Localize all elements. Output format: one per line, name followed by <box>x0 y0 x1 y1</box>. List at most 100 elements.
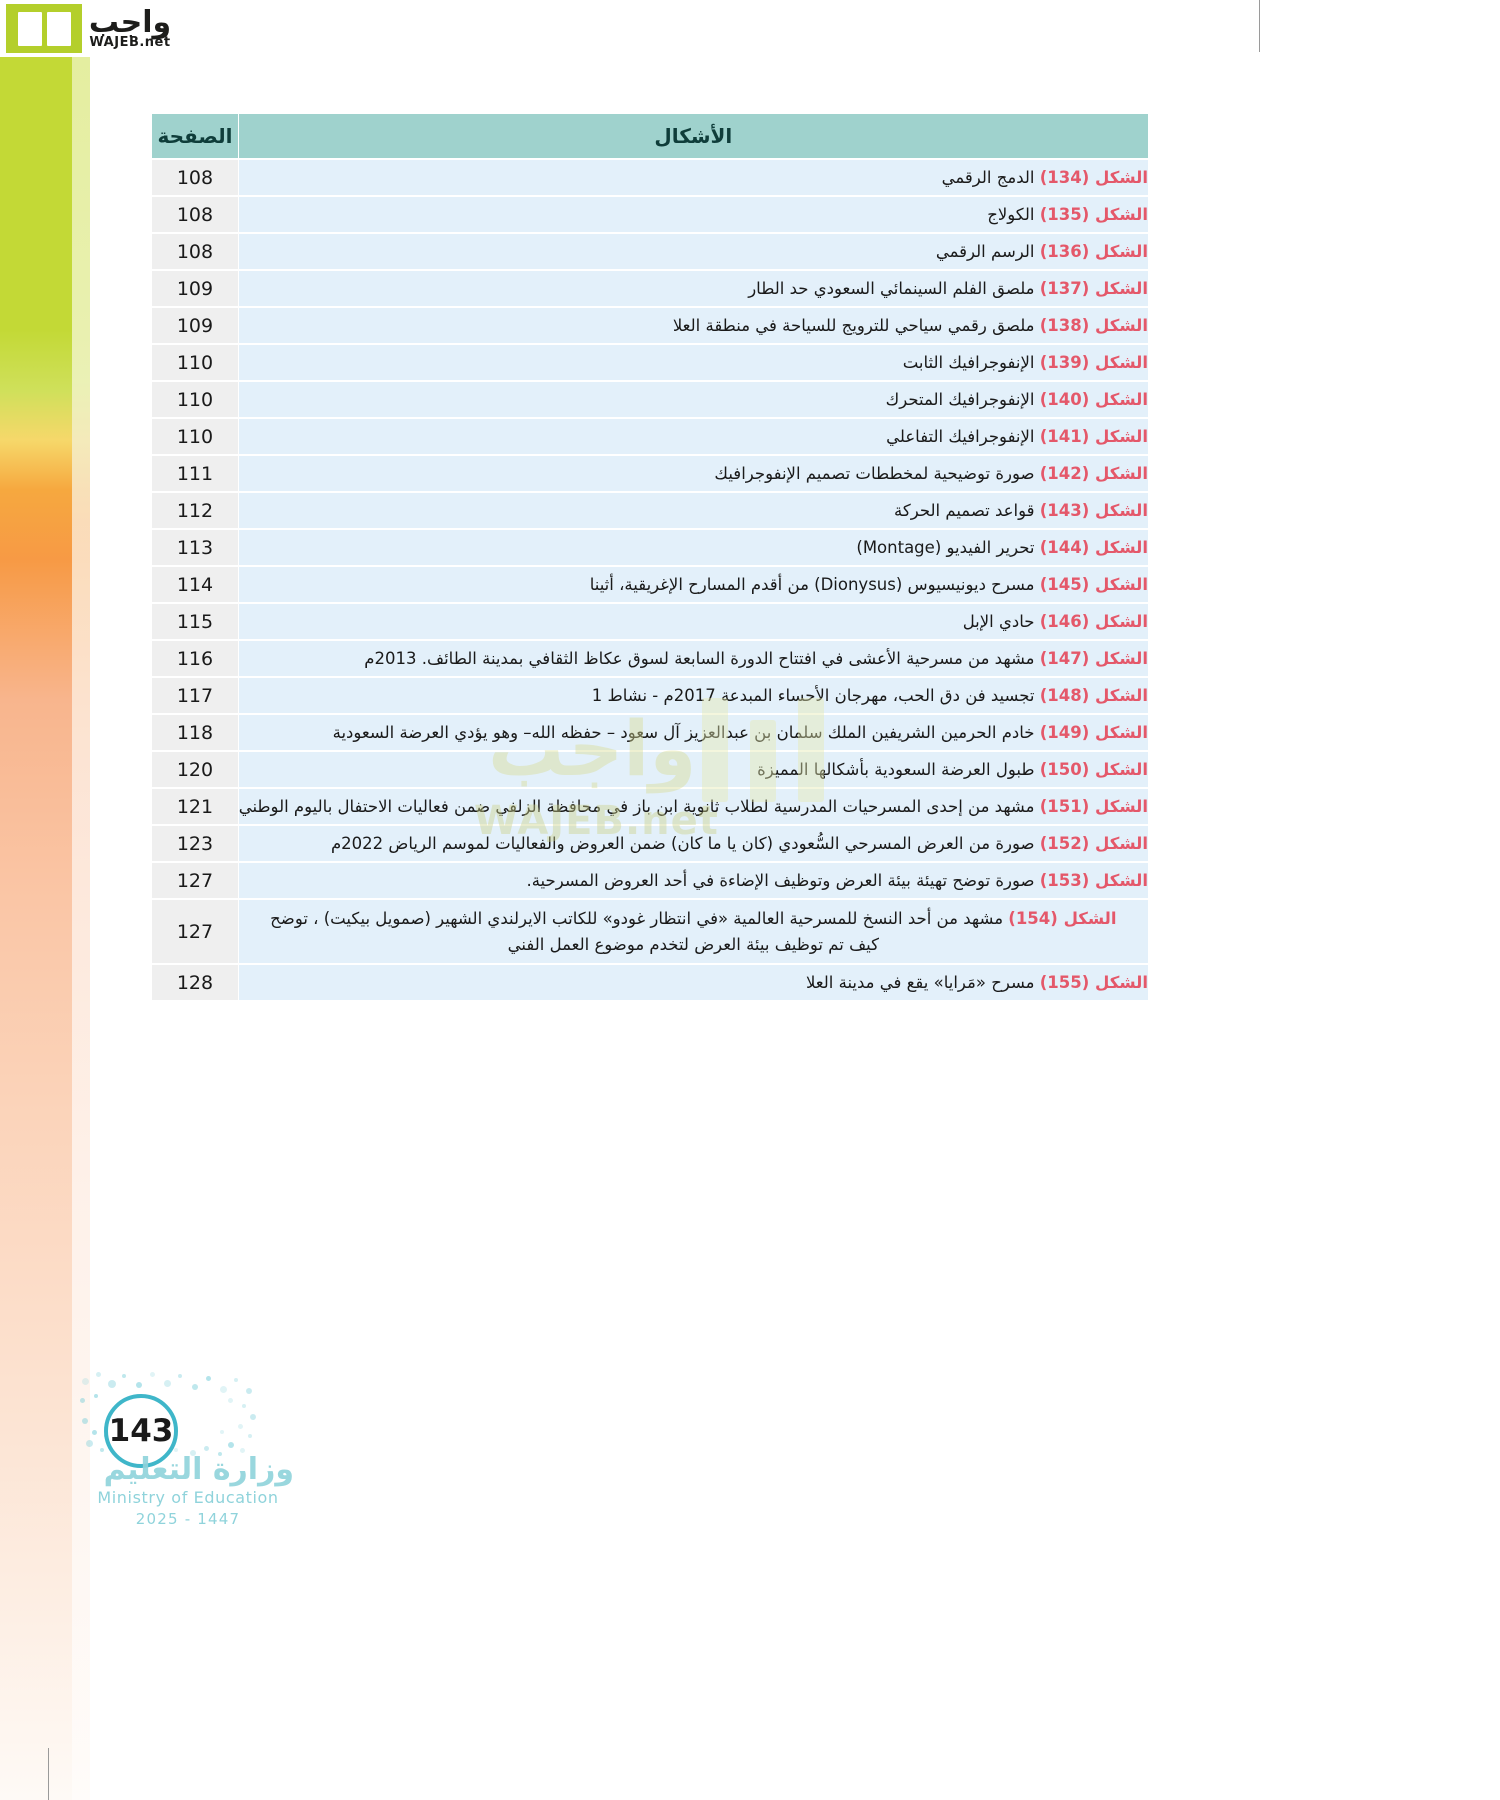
figure-label: الشكل (152) <box>1039 833 1148 853</box>
figure-description: الدمج الرقمي <box>941 167 1040 187</box>
figure-label: الشكل (145) <box>1039 574 1148 594</box>
page-number-cell: 109 <box>152 271 238 306</box>
column-gap <box>237 308 239 343</box>
figure-description: الكولاج <box>987 204 1040 224</box>
figure-label: الشكل (137) <box>1039 278 1148 298</box>
figure-description-cell: الشكل (138) ملصق رقمي سياحي للترويج للسي… <box>238 308 1148 343</box>
column-gap <box>237 493 239 528</box>
figure-label: الشكل (144) <box>1039 537 1148 557</box>
ministry-dot <box>234 1378 238 1382</box>
figure-description: حادي الإبل <box>962 611 1040 631</box>
page-number-cell: 123 <box>152 826 238 861</box>
page-number-cell: 110 <box>152 382 238 417</box>
table-row: الشكل (143) قواعد تصميم الحركة 112 <box>152 493 1148 528</box>
ministry-dot <box>94 1394 98 1398</box>
column-gap <box>237 641 239 676</box>
column-gap <box>237 604 239 639</box>
figure-description: تجسيد فن دق الحب، مهرجان الأحساء المبدعة… <box>591 685 1040 705</box>
page-number-badge: 143 <box>104 1394 178 1468</box>
ministry-dot <box>86 1440 93 1447</box>
figure-description: الرسم الرقمي <box>935 241 1040 261</box>
table-row: الشكل (134) الدمج الرقمي 108 <box>152 160 1148 195</box>
figure-caption-line: الشكل (134) الدمج الرقمي <box>239 166 1148 190</box>
figure-description: خادم الحرمين الشريفين الملك سلمان بن عبد… <box>332 722 1040 742</box>
figure-caption-line: الشكل (152) صورة من العرض المسرحي السُّع… <box>239 832 1148 856</box>
ministry-dot <box>228 1398 233 1403</box>
table-head: الأشكال الصفحة <box>152 114 1148 158</box>
figure-label: الشكل (142) <box>1039 463 1148 483</box>
figure-caption-line: الشكل (146) حادي الإبل <box>239 610 1148 634</box>
crop-mark-bottom-left <box>48 1748 49 1800</box>
column-gap <box>237 345 239 380</box>
column-gap <box>237 530 239 565</box>
column-header-page: الصفحة <box>152 114 238 158</box>
figure-caption-line: الشكل (153) صورة توضح تهيئة بيئة العرض و… <box>239 869 1148 893</box>
figure-label: الشكل (134) <box>1039 167 1148 187</box>
figure-description: ملصق رقمي سياحي للترويج للسياحة في منطقة… <box>672 315 1040 335</box>
page-number-cell: 120 <box>152 752 238 787</box>
table-row: الشكل (145) مسرح ديونيسيوس (Dionysus) من… <box>152 567 1148 602</box>
column-gap <box>237 456 239 491</box>
figure-label: الشكل (155) <box>1039 972 1148 992</box>
figure-description: مسرح «مَرايا» يقع في مدينة العلا <box>805 972 1040 992</box>
figure-description-cell: الشكل (151) مشهد من إحدى المسرحيات المدر… <box>238 789 1148 824</box>
page-number-cell: 127 <box>152 900 238 964</box>
table-row: الشكل (139) الإنفوجرافيك الثابت 110 <box>152 345 1148 380</box>
page-number-cell: 121 <box>152 789 238 824</box>
figure-caption-line: الشكل (150) طبول العرضة السعودية بأشكاله… <box>239 758 1148 782</box>
column-gap <box>237 114 239 158</box>
figure-label: الشكل (147) <box>1039 648 1148 668</box>
figure-caption-line: الشكل (143) قواعد تصميم الحركة <box>239 499 1148 523</box>
figure-description-cell: الشكل (136) الرسم الرقمي <box>238 234 1148 269</box>
figure-caption-line: الشكل (142) صورة توضيحية لمخططات تصميم ا… <box>239 462 1148 486</box>
column-gap <box>237 271 239 306</box>
ministry-dot <box>220 1386 227 1393</box>
open-book-icon <box>6 4 82 53</box>
ministry-name-english: Ministry of Education <box>97 1488 279 1507</box>
table-row: الشكل (151) مشهد من إحدى المسرحيات المدر… <box>152 789 1148 824</box>
ministry-dot <box>174 1448 178 1452</box>
page-number-cell: 128 <box>152 965 238 1001</box>
figure-label: الشكل (138) <box>1039 315 1148 335</box>
page-number-cell: 118 <box>152 715 238 750</box>
column-gap <box>237 863 239 898</box>
ministry-dot <box>178 1374 182 1378</box>
column-gap <box>237 789 239 824</box>
page-footer: 143 وزارة التعليم Ministry of Education … <box>70 1368 370 1528</box>
table-row: الشكل (144) تحرير الفيديو (Montage) 113 <box>152 530 1148 565</box>
figure-description: صورة من العرض المسرحي السُّعودي (كان يا … <box>330 833 1040 853</box>
page-number-cell: 112 <box>152 493 238 528</box>
ministry-dot <box>92 1430 97 1435</box>
figure-caption-line: الشكل (155) مسرح «مَرايا» يقع في مدينة ا… <box>239 971 1148 995</box>
column-header-figures: الأشكال <box>238 114 1148 158</box>
ministry-dot <box>240 1448 245 1453</box>
figure-description-cell: الشكل (139) الإنفوجرافيك الثابت <box>238 345 1148 380</box>
figure-description-cell: الشكل (140) الإنفوجرافيك المتحرك <box>238 382 1148 417</box>
figure-index-table-wrapper: الأشكال الصفحة الشكل (134) الدمج الرقمي 1… <box>152 112 1148 1002</box>
ministry-dot <box>108 1380 116 1388</box>
ministry-dot <box>164 1380 171 1387</box>
ministry-dot <box>238 1424 243 1429</box>
ministry-name-arabic: وزارة التعليم <box>103 1452 294 1487</box>
ministry-dot <box>204 1446 209 1451</box>
ministry-dot <box>136 1382 142 1388</box>
ministry-dot <box>190 1450 196 1456</box>
ministry-dot <box>218 1452 222 1456</box>
figure-description-cell: الشكل (135) الكولاج <box>238 197 1148 232</box>
ministry-dot <box>82 1378 89 1385</box>
figure-caption-line: الشكل (135) الكولاج <box>239 203 1148 227</box>
ministry-dot <box>206 1376 211 1381</box>
ministry-dot <box>192 1384 198 1390</box>
page-number-cell: 115 <box>152 604 238 639</box>
figure-description: الإنفوجرافيك الثابت <box>902 352 1040 372</box>
table-row: الشكل (135) الكولاج 108 <box>152 197 1148 232</box>
figure-label: الشكل (140) <box>1039 389 1148 409</box>
figure-caption-line: الشكل (148) تجسيد فن دق الحب، مهرجان الأ… <box>239 684 1148 708</box>
ministry-dot <box>248 1434 252 1438</box>
figure-label: الشكل (143) <box>1039 500 1148 520</box>
ministry-dot <box>220 1430 224 1434</box>
column-gap <box>237 160 239 195</box>
figure-description-cell: الشكل (153) صورة توضح تهيئة بيئة العرض و… <box>238 863 1148 898</box>
page-number-cell: 127 <box>152 863 238 898</box>
wajeb-logo-latin: WAJEB.net <box>89 35 171 50</box>
